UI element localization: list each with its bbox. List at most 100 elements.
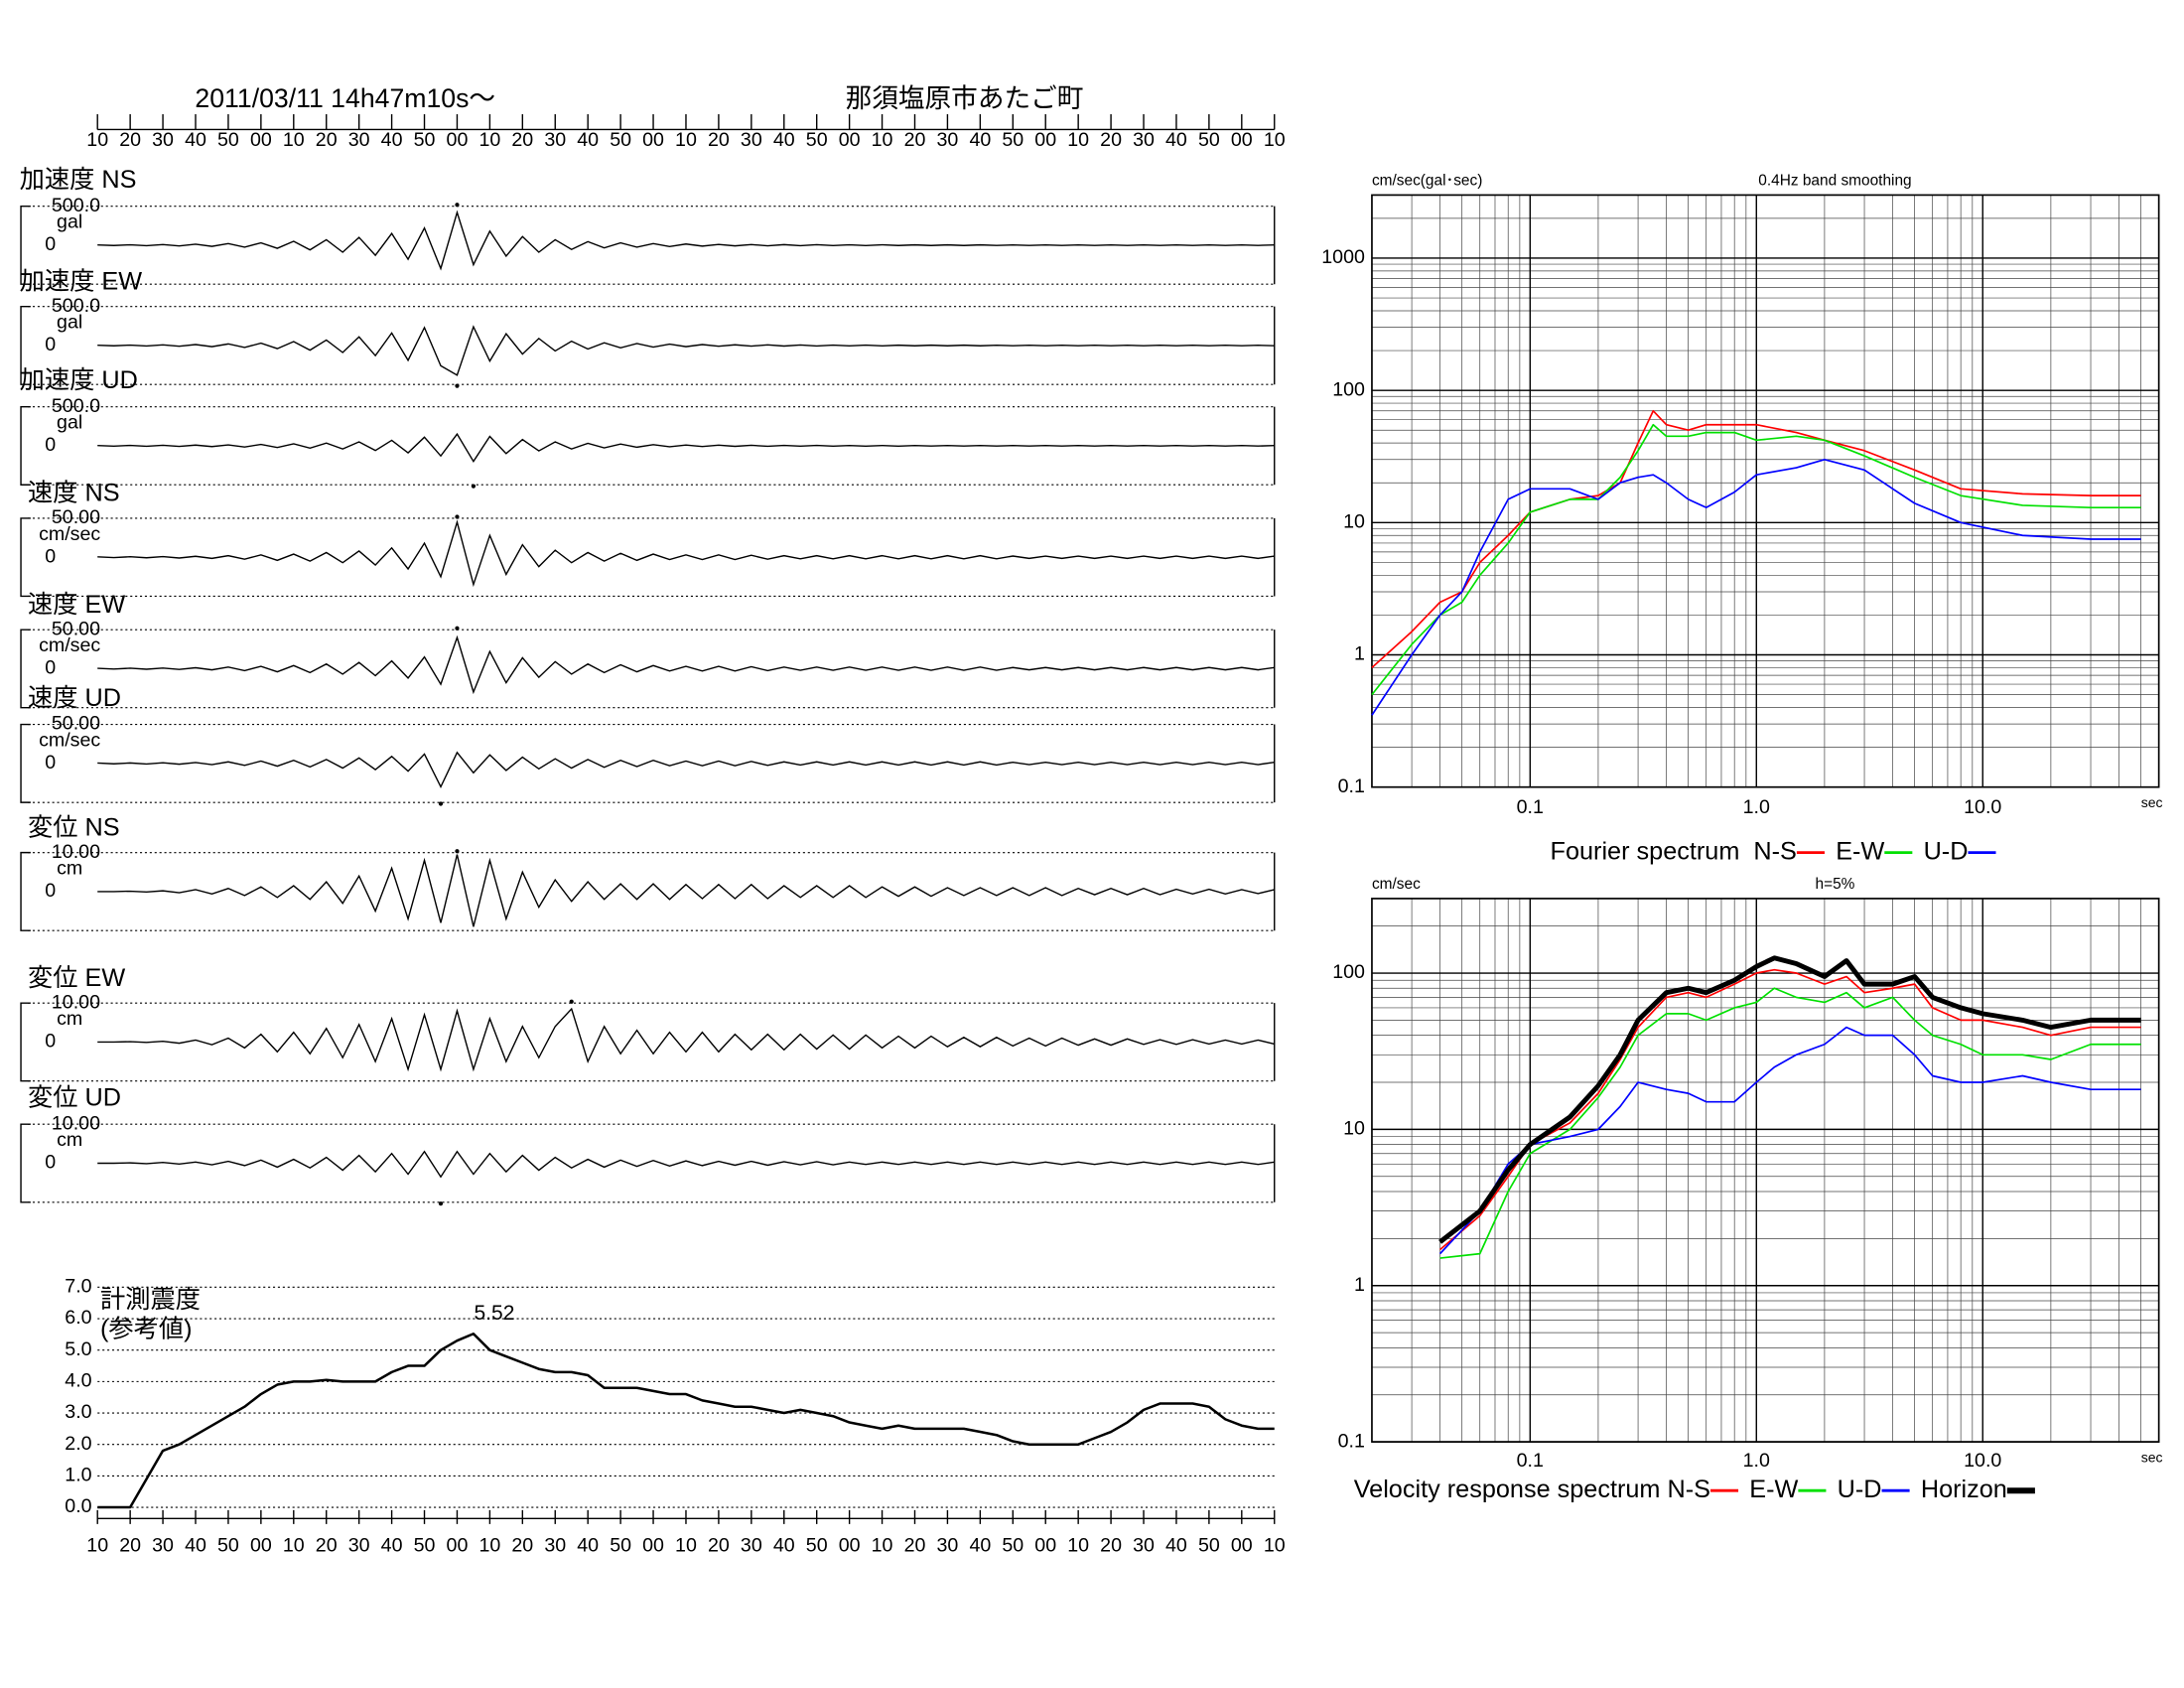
y-tick-label: 10: [1343, 1118, 1365, 1140]
x-tick-label: 20: [904, 129, 926, 151]
x-tick-label: 1.0: [1743, 1450, 1770, 1472]
trace-label: 加速度 UD: [20, 366, 138, 394]
y-unit: cm: [57, 1008, 82, 1030]
legend-title: Velocity response spectrum: [1354, 1476, 1661, 1503]
x-tick-label: 40: [969, 129, 991, 151]
x-tick-label: 30: [152, 129, 174, 151]
x-tick-label: 20: [511, 129, 533, 151]
x-tick-label: 0.1: [1517, 796, 1544, 818]
y-tick-label: 500.0: [52, 295, 100, 317]
x-tick-label: 20: [511, 1535, 533, 1557]
y-unit: cm: [57, 858, 82, 880]
y-tick-label: 10: [1343, 511, 1365, 533]
y-tick-label: 50.00: [52, 713, 100, 735]
x-tick-label: 20: [904, 1535, 926, 1557]
y-tick-label: 0: [45, 434, 56, 456]
x-tick-label: 30: [1133, 1535, 1155, 1557]
x-tick-label: 00: [1231, 129, 1253, 151]
x-tick-label: 40: [381, 129, 403, 151]
x-tick-label: 20: [119, 1535, 141, 1557]
y-tick-label: 1: [1354, 1274, 1365, 1296]
x-tick-label: 50: [1198, 1535, 1220, 1557]
x-tick-label: 00: [250, 1535, 272, 1557]
y-tick-label: 1000: [1321, 246, 1365, 268]
y-tick-label: 0: [45, 880, 56, 902]
x-tick-label: 00: [839, 129, 861, 151]
x-tick-label: 10.0: [1964, 1450, 2001, 1472]
data-line: [1371, 458, 2141, 716]
data-line: [1439, 987, 2141, 1259]
trace-label: 速度 EW: [28, 591, 125, 619]
y-tick-label: 0.0: [65, 1495, 91, 1517]
trace-label: 変位 EW: [28, 964, 125, 992]
x-tick-label: 10: [283, 129, 305, 151]
peak-marker: [455, 383, 460, 388]
y-tick-label: 10.00: [52, 841, 100, 863]
x-tick-label: 10: [86, 1535, 108, 1557]
waveform-trace: [97, 210, 1275, 271]
trace-label: 速度 UD: [28, 684, 121, 712]
peak-marker: [455, 203, 460, 208]
legend-label: U-D: [1838, 1476, 1882, 1503]
data-line: [1438, 955, 2141, 1244]
x-tick-label: 50: [414, 129, 436, 151]
x-tick-label: 00: [642, 129, 664, 151]
trace-frame: [20, 1123, 1276, 1203]
waveform-trace: [97, 1150, 1275, 1179]
y-tick-label: 50.00: [52, 506, 100, 528]
y-unit: cm/sec: [39, 730, 100, 752]
x-tick-label: 50: [1198, 129, 1220, 151]
plot-frame: [1371, 898, 2160, 1443]
x-tick-label: 50: [414, 1535, 436, 1557]
x-tick-label: 10: [1067, 1535, 1089, 1557]
y-tick-label: 0: [45, 1031, 56, 1053]
waveform-trace: [97, 519, 1275, 588]
y-unit: cm/sec: [39, 634, 100, 656]
x-tick-label: 40: [773, 129, 795, 151]
peak-marker: [455, 849, 460, 854]
x-tick-label: 30: [1133, 129, 1155, 151]
subtitle: 0.4Hz band smoothing: [1758, 172, 1911, 189]
x-tick-label: 10: [872, 1535, 893, 1557]
x-tick-label: 30: [937, 129, 959, 151]
x-tick-label: 20: [316, 129, 338, 151]
x-tick-label: 00: [642, 1535, 664, 1557]
y-axis-label: cm/sec: [1372, 876, 1421, 893]
x-tick-label: 40: [773, 1535, 795, 1557]
x-tick-label: 10.0: [1964, 796, 2001, 818]
data-line: [1438, 1026, 2141, 1255]
x-tick-label: 20: [316, 1535, 338, 1557]
trace-frame: [20, 723, 1276, 803]
y-axis-label: cm/sec(gal･sec): [1372, 172, 1482, 189]
y-unit: gal: [57, 312, 82, 334]
x-tick-label: 40: [577, 129, 599, 151]
peak-marker: [438, 801, 444, 806]
x-tick-label: 1.0: [1743, 796, 1770, 818]
x-tick-label: 20: [708, 1535, 730, 1557]
trace-frame: [20, 629, 1276, 709]
y-tick-label: 6.0: [65, 1307, 91, 1329]
y-tick-label: 0: [45, 545, 56, 567]
trace-label: 速度 NS: [28, 480, 120, 507]
x-tick-label: 20: [1100, 1535, 1122, 1557]
waveform-trace: [97, 432, 1275, 463]
y-tick-label: 0: [45, 752, 56, 774]
y-tick-label: 0: [45, 1152, 56, 1174]
y-tick-label: 0: [45, 657, 56, 679]
x-tick-label: 20: [119, 129, 141, 151]
x-tick-label: 10: [1067, 129, 1089, 151]
x-tick-label: 30: [544, 1535, 566, 1557]
x-tick-label: 00: [250, 129, 272, 151]
x-tick-label: 40: [1165, 129, 1187, 151]
trace-frame: [20, 1002, 1276, 1082]
legend-label: E-W: [1749, 1476, 1798, 1503]
data-line: [1371, 409, 2141, 669]
x-tick-label: 50: [217, 129, 239, 151]
legend-label: N-S: [1667, 1476, 1710, 1503]
y-tick-label: 0: [45, 334, 56, 355]
y-tick-label: 0: [45, 233, 56, 255]
x-tick-label: 20: [708, 129, 730, 151]
y-tick-label: 4.0: [65, 1370, 91, 1392]
station-name: 那須塩原市あたご町: [846, 83, 1084, 113]
